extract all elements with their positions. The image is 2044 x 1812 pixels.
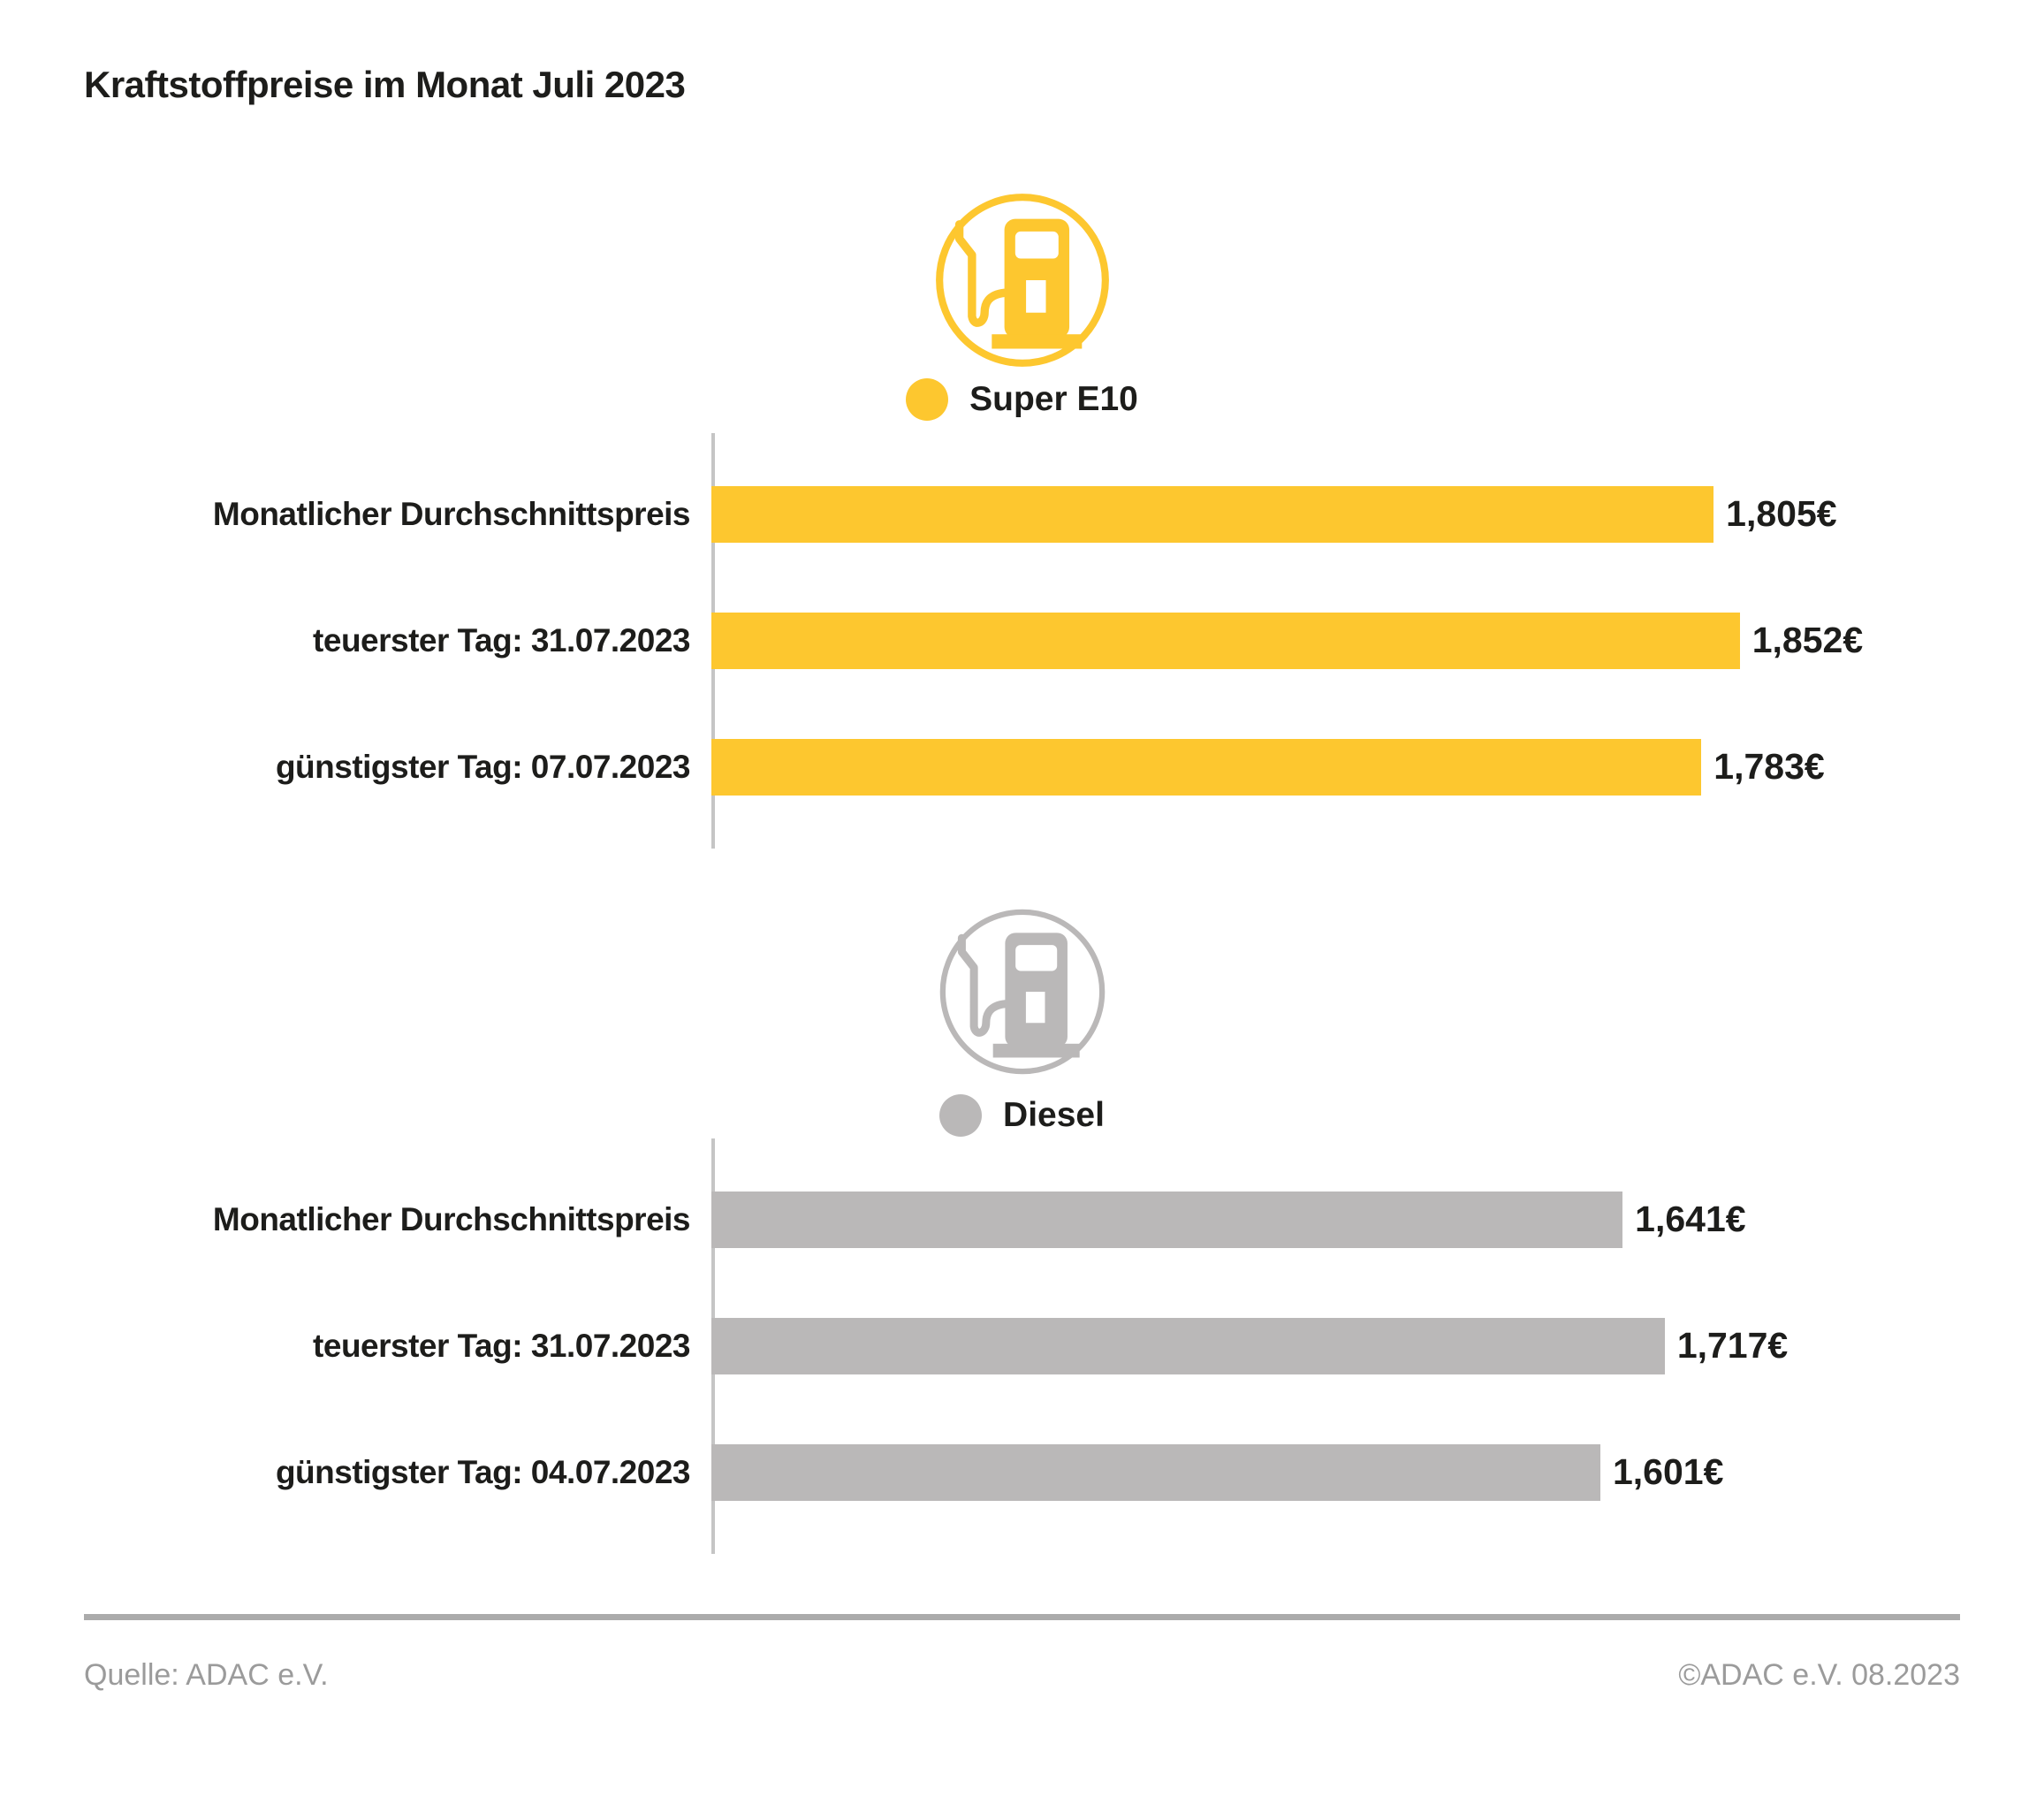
bar-row-label: Monatlicher Durchschnittspreis: [212, 495, 691, 532]
bar-value: 1,805€: [1726, 493, 1837, 534]
legend-label: Super E10: [969, 380, 1138, 418]
footer-copyright: ©ADAC e.V. 08.2023: [1678, 1658, 1960, 1692]
bar-value: 1,641€: [1635, 1199, 1746, 1239]
bar: [711, 1443, 1600, 1501]
bar-row: teuerster Tag: 31.07.2023 1,852€: [0, 577, 2044, 704]
legend-super-e10: Super E10: [0, 378, 2044, 421]
legend-diesel: Diesel: [0, 1094, 2044, 1137]
bar-row: günstigster Tag: 04.07.2023 1,601€: [0, 1409, 2044, 1535]
fuel-pump-icon: [932, 190, 1113, 370]
bar-value: 1,852€: [1751, 620, 1864, 660]
bar-row-label: Monatlicher Durchschnittspreis: [212, 1200, 691, 1237]
bar: [711, 1317, 1665, 1374]
footer-divider: [84, 1614, 1960, 1620]
bar-row-label: günstigster Tag: 04.07.2023: [275, 1453, 691, 1490]
bar-value: 1,601€: [1612, 1451, 1724, 1492]
chart-super-e10: Monatlicher Durchschnittspreis 1,805€ te…: [0, 433, 2044, 849]
bar-row-label: günstigster Tag: 07.07.2023: [275, 748, 691, 785]
legend-label: Diesel: [1003, 1096, 1105, 1134]
legend-dot: [906, 378, 949, 421]
bar: [711, 612, 1740, 669]
bar: [711, 738, 1702, 796]
bar: [711, 485, 1714, 543]
fuel-pump-icon: [936, 905, 1109, 1078]
chart-diesel: Monatlicher Durchschnittspreis 1,641€ te…: [0, 1138, 2044, 1554]
bar-row-label: teuerster Tag: 31.07.2023: [313, 621, 690, 659]
bar: [711, 1191, 1623, 1248]
legend-dot: [939, 1094, 983, 1137]
bar-row: Monatlicher Durchschnittspreis 1,641€: [0, 1156, 2044, 1283]
bar-row-label: teuerster Tag: 31.07.2023: [313, 1327, 690, 1364]
page-title: Kraftstoffpreise im Monat Juli 2023: [84, 64, 686, 105]
bar-value: 1,717€: [1676, 1325, 1789, 1366]
bar-value: 1,783€: [1713, 746, 1825, 787]
bar-row: Monatlicher Durchschnittspreis 1,805€: [0, 451, 2044, 577]
footer-source: Quelle: ADAC e.V.: [84, 1658, 329, 1692]
bar-row: günstigster Tag: 07.07.2023 1,783€: [0, 704, 2044, 830]
bar-row: teuerster Tag: 31.07.2023 1,717€: [0, 1283, 2044, 1409]
